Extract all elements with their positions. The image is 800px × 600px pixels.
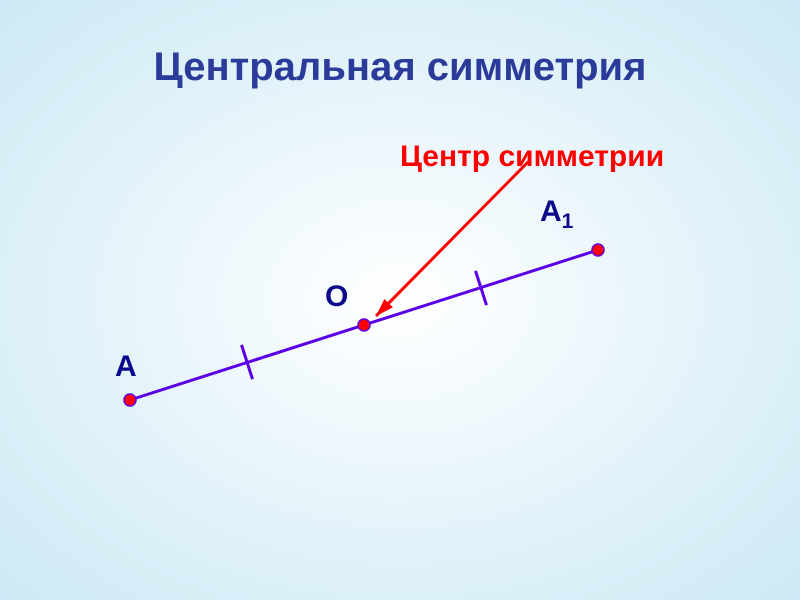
page-title: Центральная симметрия [0, 45, 800, 90]
label-A1: А1 [540, 195, 573, 234]
label-A1-sub: 1 [562, 210, 574, 233]
label-A-text: А [115, 350, 137, 383]
points-group [124, 244, 604, 406]
label-A: А [115, 350, 137, 384]
diagram-svg [0, 0, 800, 600]
label-O-text: О [325, 280, 348, 313]
subtitle: Центр симметрии [400, 140, 664, 174]
label-O: О [325, 280, 348, 314]
pointer-arrow [376, 160, 530, 316]
label-A1-text: А [540, 195, 562, 228]
